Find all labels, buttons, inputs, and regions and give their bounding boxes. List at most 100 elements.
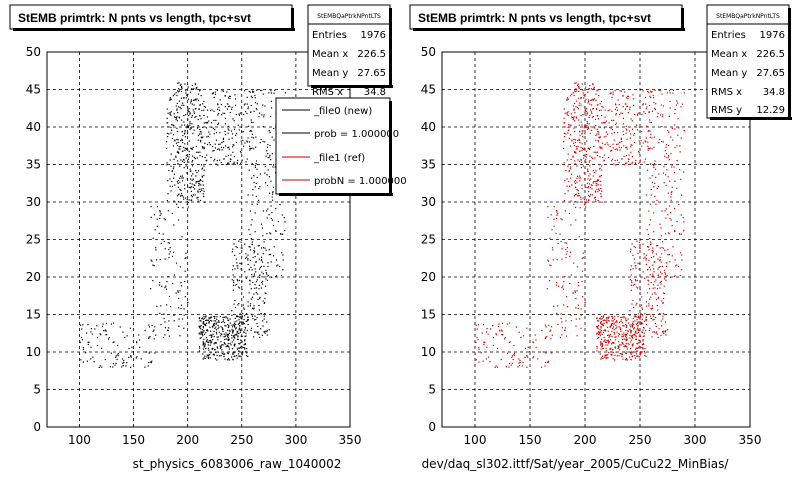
left-scatter-point (240, 152, 242, 154)
left-scatter-point (108, 337, 110, 339)
right-scatter-point (626, 325, 628, 327)
right-scatter-point (634, 355, 636, 357)
right-scatter-point (586, 186, 588, 188)
right-scatter-point (639, 316, 642, 318)
right-scatter-point (623, 317, 625, 319)
right-scatter-point (625, 329, 627, 332)
left-scatter-point (260, 138, 262, 141)
left-scatter-point (153, 338, 155, 340)
right-scatter-point (590, 109, 592, 111)
right-scatter-point (670, 219, 672, 221)
left-scatter-point (232, 326, 234, 328)
left-scatter-point (266, 146, 269, 148)
left-scatter-point (272, 193, 274, 195)
right-scatter-point (601, 355, 604, 357)
right-scatter-point (573, 117, 575, 119)
left-scatter-point (220, 335, 222, 337)
right-scatter-point (583, 203, 586, 206)
right-scatter-point (627, 97, 629, 100)
right-scatter-point (638, 140, 640, 142)
right-scatter-point (498, 323, 500, 325)
right-scatter-point (637, 315, 639, 317)
right-scatter-point (644, 96, 647, 98)
right-scatter-point (637, 252, 639, 255)
left-scatter-point (222, 112, 224, 114)
left-scatter-point (225, 325, 227, 327)
right-scatter-point (603, 322, 605, 324)
right-scatter-point (518, 362, 520, 364)
left-scatter-point (240, 342, 242, 344)
left-scatter-point (208, 131, 210, 133)
left-scatter-point (231, 137, 233, 139)
left-scatter-point (167, 122, 169, 124)
right-scatter-point (603, 341, 605, 343)
left-scatter-point (124, 336, 126, 338)
right-scatter-point (642, 90, 644, 92)
right-scatter-point (510, 364, 512, 366)
left-scatter-point (208, 357, 210, 359)
right-scatter-point (653, 231, 655, 233)
right-scatter-point (632, 94, 634, 96)
left-scatter-point (223, 140, 225, 143)
right-scatter-point (633, 141, 636, 143)
right-scatter-point (583, 157, 585, 159)
right-scatter-point (629, 130, 631, 132)
left-scatter-point (204, 343, 206, 345)
right-scatter-point (584, 93, 586, 95)
right-scatter-point (592, 83, 594, 86)
right-scatter-point (625, 345, 627, 347)
right-scatter-point (608, 342, 610, 344)
left-scatter-point (100, 334, 102, 336)
left-scatter-point (226, 352, 229, 354)
left-scatter-point (204, 342, 206, 344)
left-scatter-point (250, 313, 252, 315)
right-scatter-point (622, 338, 624, 341)
left-scatter-point (259, 298, 261, 300)
left-scatter-point (196, 171, 198, 174)
right-scatter-point (577, 159, 579, 161)
left-scatter-point (258, 309, 260, 311)
left-scatter-point (245, 350, 247, 352)
left-scatter-point (112, 363, 114, 365)
left-y-tick-label: 10 (26, 345, 41, 359)
right-scatter-point (635, 124, 638, 126)
left-scatter-point (241, 289, 243, 291)
right-scatter-point (534, 334, 536, 336)
right-scatter-point (598, 188, 600, 190)
right-scatter-point (590, 194, 592, 196)
left-scatter-point (226, 345, 228, 347)
right-scatter-point (634, 348, 636, 350)
left-scatter-point (175, 262, 178, 264)
left-scatter-point (204, 317, 206, 319)
right-scatter-point (586, 128, 588, 130)
right-scatter-point (605, 355, 607, 357)
right-scatter-point (615, 114, 617, 116)
left-scatter-point (208, 354, 210, 356)
left-scatter-point (166, 122, 168, 124)
right-scatter-point (597, 333, 599, 335)
left-scatter-point (251, 241, 253, 243)
right-scatter-point (669, 107, 671, 109)
left-scatter-point (244, 243, 246, 245)
right-scatter-point (639, 351, 641, 353)
left-scatter-point (163, 317, 165, 320)
left-scatter-point (236, 265, 238, 267)
right-scatter-point (629, 337, 631, 339)
left-y-tick-label: 45 (26, 83, 41, 97)
right-scatter-point (634, 283, 636, 285)
right-scatter-point (562, 285, 564, 287)
right-scatter-point (649, 313, 651, 315)
left-scatter-point (169, 185, 171, 187)
left-scatter-point (212, 146, 214, 148)
right-scatter-point (559, 336, 561, 339)
left-scatter-point (184, 124, 186, 126)
left-scatter-point (250, 148, 252, 150)
right-scatter-point (659, 247, 661, 249)
left-scatter-point (243, 346, 245, 349)
right-scatter-point (614, 103, 617, 105)
left-scatter-point (264, 141, 266, 143)
right-scatter-point (658, 274, 660, 276)
right-scatter-point (680, 106, 682, 108)
left-scatter-point (159, 312, 161, 314)
right-scatter-point (612, 320, 614, 322)
